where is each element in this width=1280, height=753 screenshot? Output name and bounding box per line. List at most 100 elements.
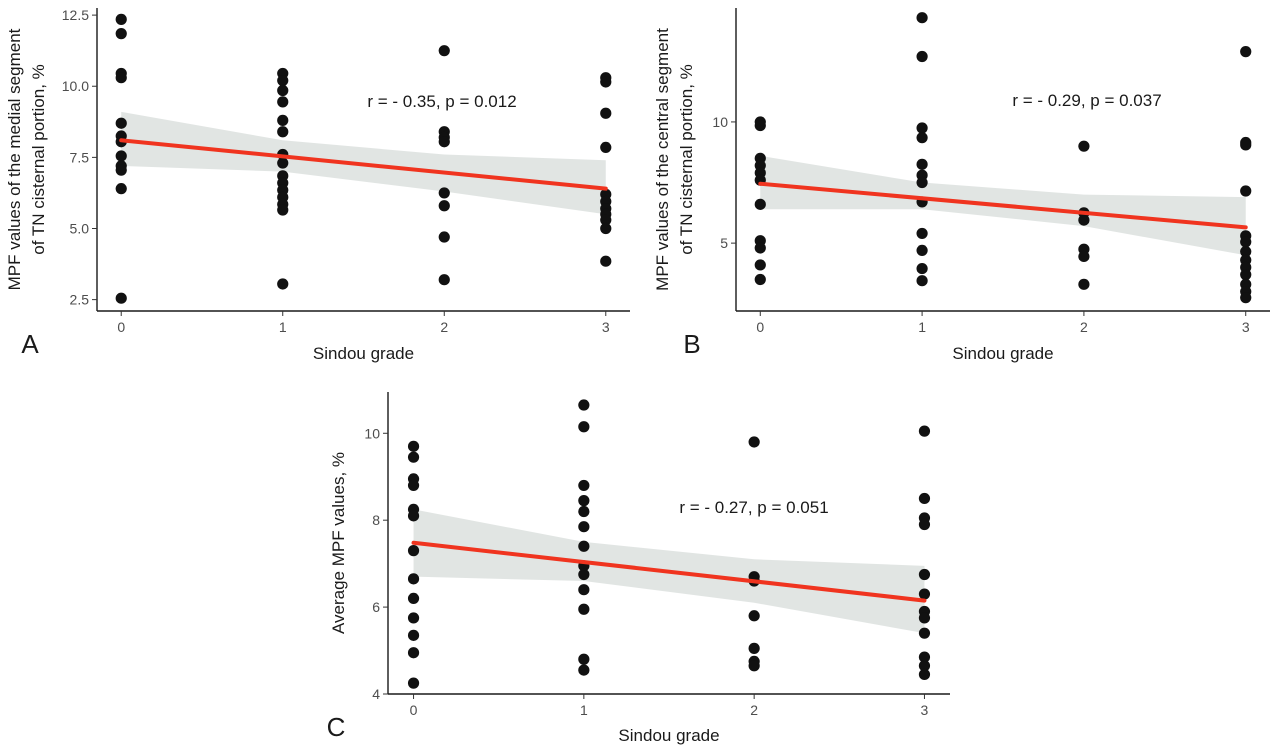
data-point bbox=[1240, 139, 1252, 151]
data-point bbox=[578, 568, 590, 581]
data-point bbox=[407, 592, 420, 605]
data-point bbox=[1240, 246, 1252, 258]
data-point bbox=[407, 573, 420, 585]
data-point bbox=[115, 13, 127, 25]
data-point bbox=[916, 227, 928, 240]
regression-line bbox=[758, 181, 1248, 230]
y-tick-label: 5.0 bbox=[70, 220, 90, 236]
panel-c: 0 1 2 3 4 6 8 10 Sindou grade Average MPF values,… bbox=[327, 392, 950, 745]
data-point bbox=[115, 150, 127, 162]
data-point bbox=[1240, 46, 1252, 58]
data-point bbox=[277, 204, 289, 216]
data-point bbox=[578, 653, 590, 665]
data-point bbox=[115, 292, 127, 304]
panel-letter: C bbox=[327, 712, 346, 742]
data-point bbox=[918, 651, 931, 663]
y-tick-label: 7.5 bbox=[70, 149, 90, 165]
data-point bbox=[748, 642, 760, 654]
data-point bbox=[407, 629, 420, 641]
data-point bbox=[916, 275, 928, 287]
x-tick-label: 3 bbox=[1242, 319, 1250, 335]
data-point bbox=[438, 274, 450, 286]
data-point bbox=[916, 50, 928, 63]
data-point bbox=[277, 126, 289, 138]
data-point bbox=[1078, 214, 1090, 226]
data-point bbox=[916, 12, 928, 24]
data-point bbox=[754, 259, 766, 271]
data-point bbox=[754, 242, 766, 254]
data-point bbox=[578, 399, 590, 411]
data-point bbox=[918, 492, 931, 505]
data-point bbox=[277, 157, 289, 169]
data-point bbox=[277, 84, 289, 97]
panel-letter: A bbox=[21, 329, 39, 359]
y-axis-title: MPF values of the central segment bbox=[653, 28, 672, 291]
data-point bbox=[578, 584, 590, 596]
data-point bbox=[1240, 292, 1252, 304]
data-point bbox=[918, 518, 931, 531]
data-point bbox=[748, 660, 760, 672]
data-point bbox=[407, 479, 420, 492]
data-point bbox=[407, 510, 420, 522]
y-tick-label: 5 bbox=[720, 235, 728, 251]
data-point bbox=[407, 545, 420, 557]
correlation-annotation: r = - 0.27, p = 0.051 bbox=[679, 498, 828, 517]
data-point bbox=[916, 122, 928, 134]
data-point bbox=[578, 479, 590, 492]
data-point bbox=[916, 132, 928, 144]
data-point bbox=[916, 158, 928, 170]
x-tick-label: 2 bbox=[1080, 319, 1088, 335]
x-tick-label: 0 bbox=[410, 702, 418, 718]
y-tick-label: 4 bbox=[372, 686, 380, 702]
data-point bbox=[918, 660, 931, 672]
panel-a: 0 1 2 3 2.5 5.0 7.5 10.0 12.5 Sindou grade MPF val… bbox=[5, 7, 630, 363]
x-tick-label: 0 bbox=[117, 319, 125, 335]
data-point bbox=[918, 568, 931, 581]
y-axis-title: MPF values of the medial segment bbox=[5, 28, 24, 290]
data-point bbox=[115, 183, 127, 195]
regression-line bbox=[119, 138, 608, 191]
data-point bbox=[600, 214, 612, 226]
regression-line bbox=[411, 540, 927, 603]
x-axis-title: Sindou grade bbox=[618, 726, 719, 745]
data-point bbox=[578, 495, 590, 507]
data-point bbox=[115, 164, 127, 176]
data-point bbox=[1240, 185, 1252, 197]
x-axis-title: Sindou grade bbox=[313, 344, 414, 363]
y-tick-label: 2.5 bbox=[70, 292, 90, 308]
panel-letter: B bbox=[683, 329, 700, 359]
data-point bbox=[1078, 250, 1090, 263]
data-point bbox=[918, 588, 931, 600]
data-point bbox=[748, 436, 760, 448]
x-tick-label: 0 bbox=[756, 319, 764, 335]
data-point bbox=[115, 117, 127, 129]
data-point bbox=[1240, 269, 1252, 281]
data-point bbox=[1240, 236, 1252, 248]
data-point bbox=[918, 627, 931, 639]
y-tick-label: 12.5 bbox=[62, 7, 89, 23]
data-point bbox=[918, 612, 931, 624]
data-point bbox=[1078, 278, 1090, 290]
x-axis-title: Sindou grade bbox=[952, 344, 1053, 363]
y-tick-label: 10 bbox=[712, 114, 728, 130]
data-point bbox=[600, 255, 612, 267]
data-point bbox=[916, 262, 928, 275]
data-point bbox=[578, 664, 590, 676]
data-point bbox=[277, 278, 289, 290]
y-axis-title: of TN cisternal portion, % bbox=[29, 64, 48, 255]
data-point bbox=[277, 74, 289, 87]
x-tick-label: 1 bbox=[918, 319, 926, 335]
x-tick-label: 3 bbox=[602, 319, 610, 335]
data-point bbox=[578, 505, 590, 518]
y-axis-title: of TN cisternal portion, % bbox=[677, 64, 696, 255]
data-point bbox=[578, 421, 590, 433]
data-point bbox=[600, 76, 612, 88]
data-point bbox=[438, 45, 450, 57]
data-point bbox=[916, 176, 928, 189]
data-point bbox=[748, 610, 760, 622]
data-point bbox=[438, 200, 450, 212]
data-point bbox=[407, 677, 420, 689]
data-point bbox=[916, 244, 928, 256]
data-point bbox=[754, 119, 766, 132]
